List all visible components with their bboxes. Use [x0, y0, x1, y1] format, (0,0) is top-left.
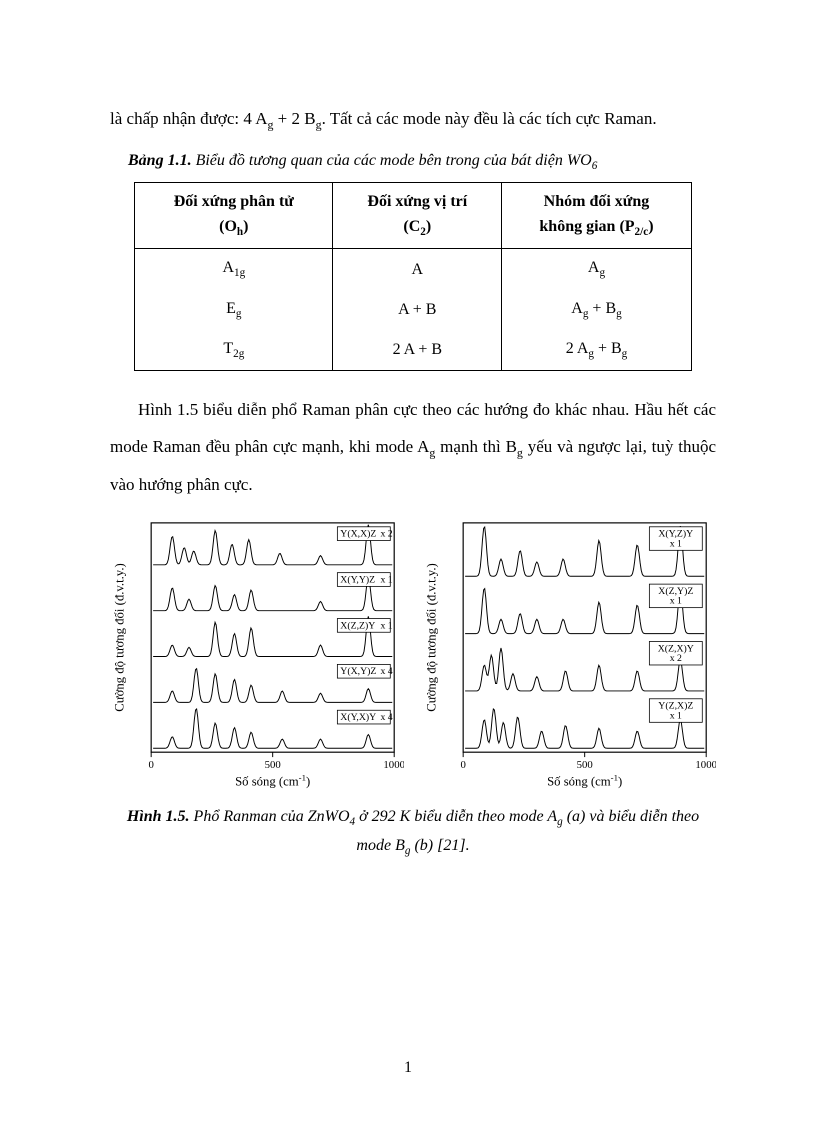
text: mạnh thì B: [435, 437, 517, 456]
text: A: [222, 259, 234, 276]
spectrum-chart-a-icon: Y(X,X)Z x 2 X(Y,Y)Z x 1 X(Z,Z)Y x 1 Y(X,Y)Z x 4…: [110, 517, 404, 791]
correlation-table: Đối xứng phân tử (Oh) Đối xứng vị trí (C…: [134, 182, 692, 371]
svg-text:x 4: x 4: [380, 712, 392, 723]
svg-text:X(Y,Y)Z: X(Y,Y)Z: [340, 575, 375, 586]
figure-caption: Hình 1.5. Phổ Ranman của ZnWO4 ở 292 K b…: [110, 803, 716, 862]
table-header-row: Đối xứng phân tử (Oh) Đối xứng vị trí (C…: [135, 182, 692, 249]
text: +: [594, 340, 611, 357]
figure-panel-b: X(Y,Z)Yx 1X(Z,Y)Zx 1X(Z,X)Yx 2Y(Z,X)Zx 1…: [422, 517, 716, 796]
svg-text:X(Z,Z)Y: X(Z,Z)Y: [340, 620, 375, 631]
text: . Tất cả các mode này đều là các tích cự…: [322, 109, 657, 128]
text: (C: [403, 218, 420, 235]
text: (O: [219, 218, 237, 235]
text: Phổ Ranman của ZnWO: [190, 808, 350, 825]
subscript: 2g: [233, 348, 244, 360]
svg-text:x 1: x 1: [670, 539, 682, 550]
text: A: [571, 300, 583, 317]
text: ): [426, 218, 431, 235]
svg-text:500: 500: [577, 759, 593, 771]
caption-label: Hình 1.5.: [127, 808, 190, 825]
table-header: Nhóm đối xứng không gian (P2/c): [502, 182, 692, 249]
text: E: [226, 300, 236, 317]
text: không gian (P: [539, 218, 634, 235]
figure-panel-a: Y(X,X)Z x 2 X(Y,Y)Z x 1 X(Z,Z)Y x 1 Y(X,Y)Z x 4…: [110, 517, 404, 796]
text: Đối xứng vị trí: [367, 193, 467, 210]
svg-text:x 1: x 1: [380, 620, 392, 631]
table-row: T2g 2 A + B 2 Ag + Bg: [135, 330, 692, 371]
table-header: Đối xứng vị trí (C2): [333, 182, 502, 249]
table-cell: T2g: [135, 330, 333, 371]
spectrum-chart-b-icon: X(Y,Z)Yx 1X(Z,Y)Zx 1X(Z,X)Yx 2Y(Z,X)Zx 1…: [422, 517, 716, 791]
subscript: 1g: [234, 268, 245, 280]
text: Nhóm đối xứng: [544, 193, 650, 210]
caption-label: Bảng 1.1.: [128, 152, 192, 169]
text: A: [588, 259, 600, 276]
caption-text: Biểu đồ tương quan của các mode bên tron…: [192, 152, 592, 169]
svg-text:x 1: x 1: [380, 575, 392, 586]
svg-text:1000: 1000: [383, 759, 404, 771]
text: B: [605, 300, 616, 317]
subscript: g: [616, 308, 622, 320]
svg-text:1000: 1000: [695, 759, 716, 771]
page-number: 1: [0, 1059, 816, 1077]
svg-text:Số sóng (cm-1): Số sóng (cm-1): [235, 773, 310, 789]
svg-text:x 4: x 4: [380, 666, 392, 677]
table-cell: A + B: [333, 290, 502, 330]
table-row: Eg A + B Ag + Bg: [135, 290, 692, 330]
svg-text:Số sóng (cm-1): Số sóng (cm-1): [547, 773, 622, 789]
text: + 2 B: [273, 109, 315, 128]
table-cell: A1g: [135, 249, 333, 290]
svg-text:x 2: x 2: [670, 653, 682, 664]
table-cell: A: [333, 249, 502, 290]
svg-text:Cường độ tương đối (đ.v.t.y.): Cường độ tương đối (đ.v.t.y.): [425, 563, 439, 712]
svg-text:500: 500: [265, 759, 281, 771]
table-cell: Eg: [135, 290, 333, 330]
text: +: [588, 300, 605, 317]
table-cell: 2 A + B: [333, 330, 502, 371]
svg-text:X(Y,X)Y: X(Y,X)Y: [340, 712, 376, 723]
text: T: [223, 340, 233, 357]
table-caption: Bảng 1.1. Biểu đồ tương quan của các mod…: [128, 152, 716, 172]
svg-text:Cường độ tương đối (đ.v.t.y.): Cường độ tương đối (đ.v.t.y.): [113, 563, 127, 712]
text: ): [648, 218, 653, 235]
table-cell: Ag: [502, 249, 692, 290]
table-row: A1g A Ag: [135, 249, 692, 290]
svg-text:x 2: x 2: [380, 529, 392, 540]
subscript: g: [599, 268, 605, 280]
text: B: [611, 340, 622, 357]
text: 2 A: [566, 340, 589, 357]
text: là chấp nhận được: 4 A: [110, 109, 267, 128]
subscript: g: [622, 348, 628, 360]
table-header: Đối xứng phân tử (Oh): [135, 182, 333, 249]
figure-1-5: Y(X,X)Z x 2 X(Y,Y)Z x 1 X(Z,Z)Y x 1 Y(X,Y)Z x 4…: [110, 517, 716, 796]
svg-text:0: 0: [148, 759, 153, 771]
subscript: g: [236, 308, 242, 320]
table-cell: 2 Ag + Bg: [502, 330, 692, 371]
paragraph-2: Hình 1.5 biểu diễn phổ Raman phân cực th…: [110, 391, 716, 503]
text: (b) [21].: [410, 837, 469, 854]
text: ở 292 K biểu diễn theo mode A: [355, 808, 557, 825]
text: Đối xứng phân tử: [174, 193, 294, 210]
svg-text:0: 0: [460, 759, 465, 771]
svg-text:x 1: x 1: [670, 596, 682, 607]
svg-text:x 1: x 1: [670, 711, 682, 722]
text: ): [243, 218, 248, 235]
svg-text:Y(X,X)Z: Y(X,X)Z: [340, 529, 376, 540]
subscript: 6: [592, 160, 598, 172]
paragraph-1: là chấp nhận được: 4 Ag + 2 Bg. Tất cả c…: [110, 100, 716, 138]
table-cell: Ag + Bg: [502, 290, 692, 330]
subscript: 2/c: [635, 227, 649, 239]
svg-text:Y(X,Y)Z: Y(X,Y)Z: [340, 666, 376, 677]
